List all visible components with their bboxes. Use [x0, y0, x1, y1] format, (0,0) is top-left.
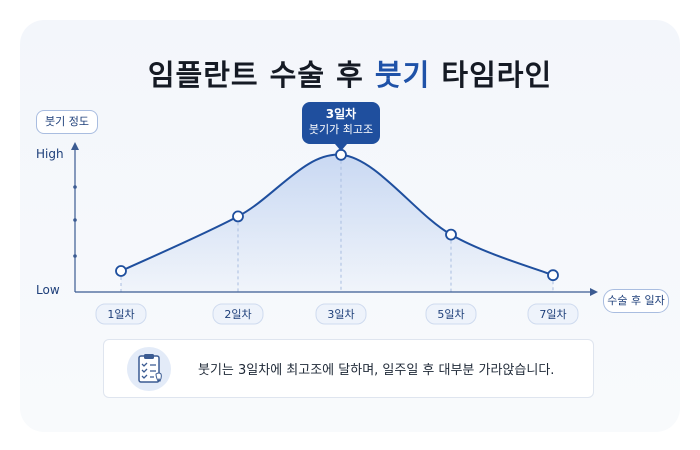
info-note: 붓기는 3일차에 최고조에 달하며, 일주일 후 대부분 가라앉습니다. [103, 339, 594, 398]
data-point-1 [115, 265, 127, 277]
data-point-2 [232, 210, 244, 223]
x-tick-label-4: 5일차 [437, 307, 464, 321]
y-axis-label: 붓기 정도 [36, 110, 98, 134]
x-tick-pill-3 [315, 303, 367, 325]
note-text: 붓기는 3일차에 최고조에 달하며, 일주일 후 대부분 가라앉습니다. [198, 363, 555, 378]
peak-callout-day: 3일차 [325, 107, 357, 121]
x-tick-pill-1 [95, 303, 147, 325]
data-point-4 [445, 228, 457, 241]
data-point-5 [547, 269, 559, 282]
clipboard-check-icon [127, 347, 171, 391]
y-tick-low: Low [36, 283, 60, 297]
peak-callout: 3일차 붓기가 최고조 [302, 102, 380, 151]
area-fill [121, 154, 553, 292]
data-point-3 [335, 148, 347, 161]
y-axis-arrow [71, 142, 79, 150]
title-accent: 붓기 [374, 58, 431, 92]
page-title: 임플란트 수술 후 붓기 타임라인 [0, 52, 700, 94]
title-tail: 타임라인 [441, 58, 553, 92]
peak-callout-text: 붓기가 최고조 [308, 123, 374, 136]
x-axis-label: 수술 후 일자 [603, 289, 669, 313]
y-tick-high: High [36, 147, 64, 161]
y-axis-dot-2 [73, 218, 77, 222]
x-tick-pill-2 [212, 303, 264, 325]
title-main: 임플란트 수술 후 [147, 58, 364, 92]
x-tick-pill-4 [425, 303, 477, 325]
x-tick-label-2: 2일차 [224, 307, 251, 321]
x-tick-label-5: 7일차 [539, 307, 566, 321]
y-axis-dot-1 [73, 185, 77, 189]
x-tick-label-3: 3일차 [327, 307, 354, 321]
x-axis-arrow [590, 288, 598, 296]
y-axis-dot-3 [73, 254, 77, 258]
x-tick-label-1: 1일차 [107, 307, 134, 321]
x-tick-pill-5 [527, 303, 579, 325]
